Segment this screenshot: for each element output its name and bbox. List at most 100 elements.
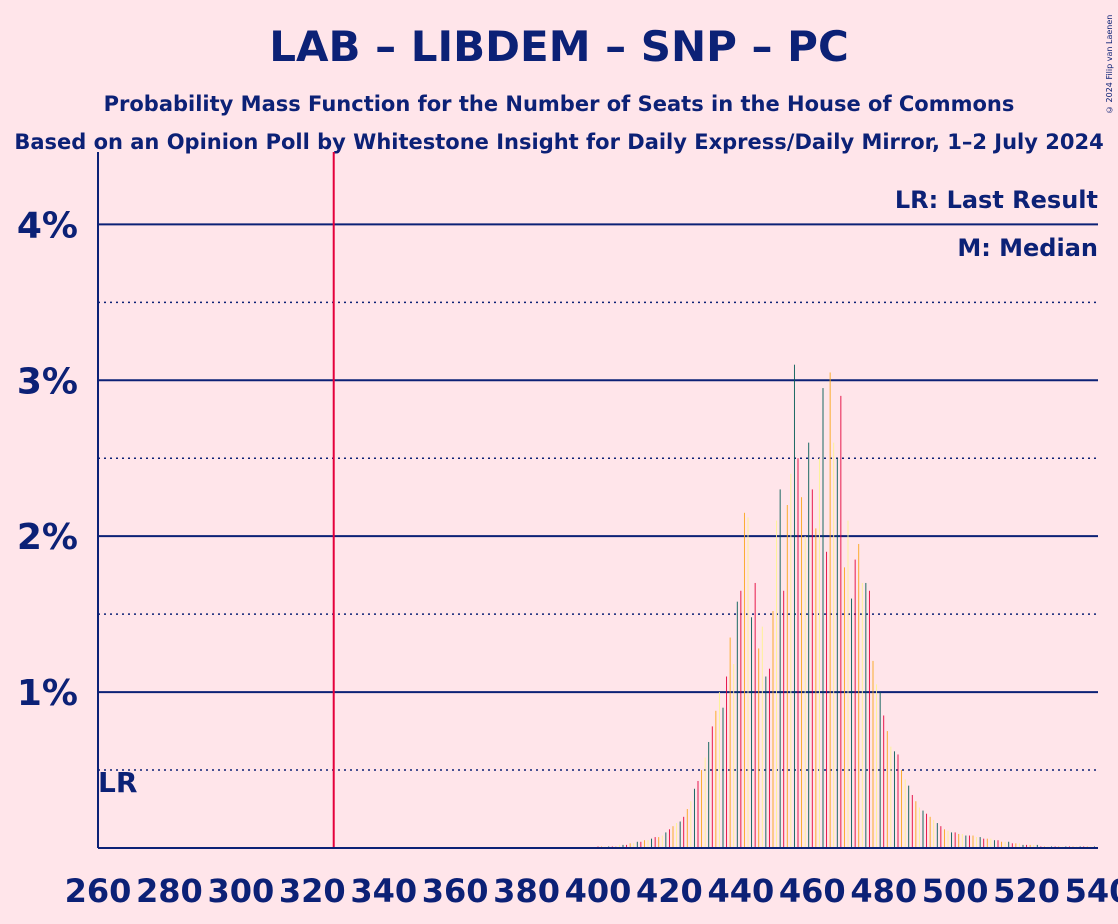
bar xyxy=(640,841,642,848)
bar xyxy=(815,528,817,848)
x-tick-label: 340 xyxy=(350,872,417,910)
last-result-label: LR xyxy=(98,766,137,799)
bar xyxy=(751,617,753,848)
bar xyxy=(976,837,978,848)
bar xyxy=(708,741,710,848)
bar xyxy=(676,823,678,848)
bar xyxy=(740,590,742,848)
x-tick-label: 520 xyxy=(993,872,1060,910)
y-tick-label: 1% xyxy=(17,673,78,714)
bar xyxy=(683,816,685,848)
bar xyxy=(629,843,631,848)
bar xyxy=(679,821,681,848)
bar xyxy=(726,676,728,848)
bar xyxy=(908,785,910,848)
bar xyxy=(854,559,856,848)
bar xyxy=(990,838,992,848)
y-tick-label: 3% xyxy=(17,361,78,402)
bar xyxy=(997,840,999,848)
x-tick-label: 260 xyxy=(65,872,132,910)
legend-median: M: Median xyxy=(957,234,1098,262)
bar xyxy=(929,816,931,848)
bar xyxy=(643,840,645,848)
bar xyxy=(779,489,781,848)
bar xyxy=(765,676,767,848)
bar xyxy=(704,757,706,848)
bar xyxy=(933,819,935,848)
bar xyxy=(986,838,988,848)
bar xyxy=(797,458,799,848)
bar xyxy=(1036,844,1038,848)
bar xyxy=(772,611,774,848)
bar xyxy=(833,442,835,848)
bar xyxy=(743,512,745,848)
bar xyxy=(651,838,653,848)
bar xyxy=(886,731,888,848)
bar xyxy=(922,810,924,848)
bar xyxy=(865,582,867,848)
y-tick-label: 4% xyxy=(17,205,78,246)
x-tick-label: 440 xyxy=(707,872,774,910)
bar xyxy=(958,833,960,848)
x-tick-label: 300 xyxy=(207,872,274,910)
bar xyxy=(968,835,970,848)
bar xyxy=(1029,844,1031,848)
bar xyxy=(783,590,785,848)
bar xyxy=(965,835,967,848)
bar xyxy=(926,813,928,848)
bar xyxy=(661,835,663,848)
bar xyxy=(736,601,738,848)
bar xyxy=(1001,841,1003,848)
legend-last-result: LR: Last Result xyxy=(894,186,1098,214)
y-tick-label: 2% xyxy=(17,517,78,558)
bar xyxy=(1022,844,1024,848)
bar xyxy=(883,715,885,848)
bar xyxy=(858,543,860,848)
bar xyxy=(786,505,788,848)
bar xyxy=(861,582,863,848)
x-tick-label: 460 xyxy=(779,872,846,910)
bar xyxy=(626,844,628,848)
bar xyxy=(1011,843,1013,848)
bar xyxy=(776,520,778,848)
bar xyxy=(715,710,717,848)
bar xyxy=(851,598,853,848)
bar xyxy=(943,829,945,848)
x-tick-label: 540 xyxy=(1065,872,1118,910)
bar xyxy=(818,458,820,848)
bar xyxy=(1004,841,1006,848)
x-tick-label: 360 xyxy=(422,872,489,910)
bar xyxy=(686,809,688,848)
bar xyxy=(711,726,713,848)
bar xyxy=(718,692,720,848)
x-tick-label: 280 xyxy=(136,872,203,910)
bar xyxy=(872,660,874,848)
bar xyxy=(847,520,849,848)
bar xyxy=(901,770,903,848)
bar xyxy=(947,830,949,848)
bar xyxy=(665,832,667,848)
bar xyxy=(940,826,942,848)
bar xyxy=(690,801,692,848)
bar xyxy=(733,664,735,848)
bar xyxy=(1015,843,1017,848)
bar xyxy=(647,840,649,848)
bar xyxy=(618,844,620,848)
chart-subtitle: Probability Mass Function for the Number… xyxy=(103,92,1015,116)
x-tick-label: 400 xyxy=(565,872,632,910)
x-tick-label: 480 xyxy=(850,872,917,910)
bar xyxy=(697,780,699,848)
bar xyxy=(747,517,749,848)
bar xyxy=(804,536,806,848)
bar xyxy=(983,838,985,848)
x-tick-label: 500 xyxy=(922,872,989,910)
bar xyxy=(654,837,656,848)
bar xyxy=(868,590,870,848)
x-tick-label: 380 xyxy=(493,872,560,910)
bar xyxy=(879,692,881,848)
bar xyxy=(954,832,956,848)
bar xyxy=(668,829,670,848)
bar xyxy=(790,473,792,848)
bar xyxy=(729,637,731,848)
